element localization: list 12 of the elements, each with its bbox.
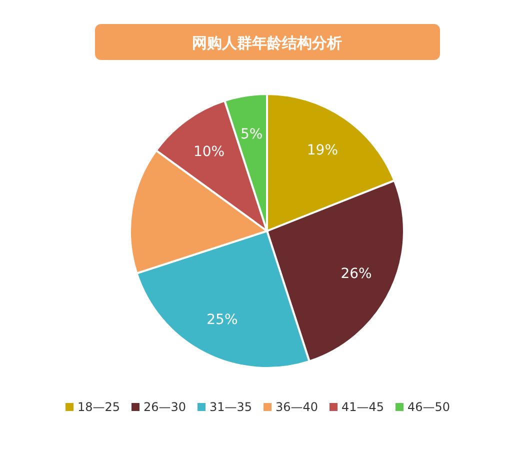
data-label: 25% [206, 312, 238, 328]
data-label: 5% [240, 126, 263, 143]
legend-label: 41—45 [342, 400, 384, 414]
legend-label: 26—30 [144, 400, 186, 414]
data-label: 10% [193, 144, 225, 160]
data-label: 26% [340, 266, 372, 282]
legend-label: 46—50 [408, 400, 450, 414]
legend-label: 36—40 [276, 400, 318, 414]
legend-label: 18—25 [78, 400, 120, 414]
legend-label: 31—35 [210, 400, 252, 414]
data-label: 19% [306, 142, 338, 158]
chart-title: 网购人群年龄结构分析 [192, 34, 342, 52]
